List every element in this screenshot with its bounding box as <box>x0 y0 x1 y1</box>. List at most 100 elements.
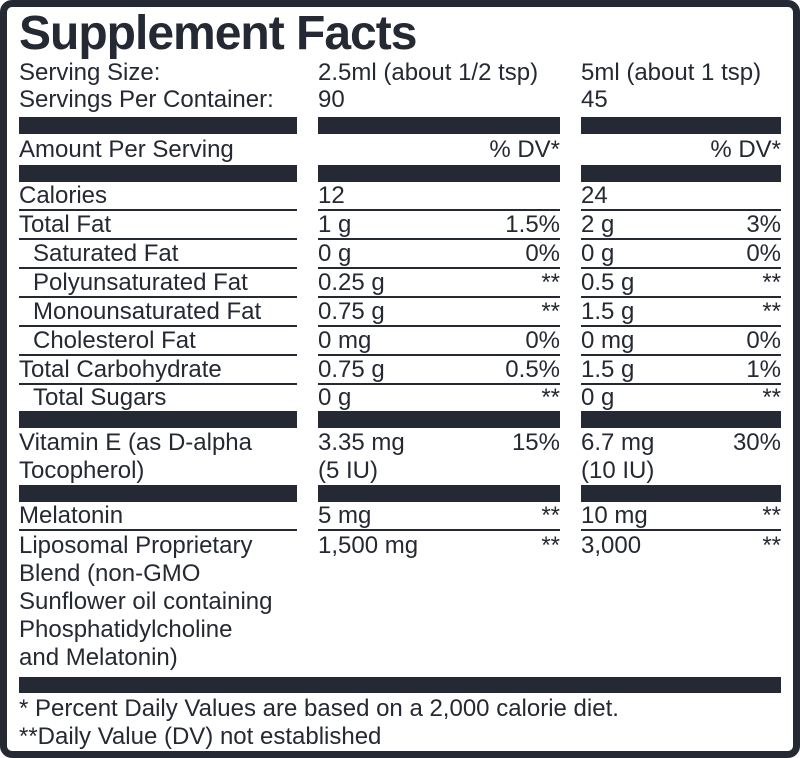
serving-size-col2: 2.5ml (about 1/2 tsp) <box>318 59 539 86</box>
amount-value: 3,000 <box>581 532 642 559</box>
table-row-polyunsaturated-fat: Polyunsaturated Fat 0.25 g ** 0.5 g ** <box>19 269 781 298</box>
amount-value: 3.35 mg <box>318 429 405 456</box>
footer-separator-bar <box>19 677 781 693</box>
amount-value: 0 g <box>318 384 352 411</box>
percent-dv-header-col3: % DV* <box>710 136 781 163</box>
separator-bar <box>581 117 781 134</box>
table-row-total-carbohydrate: Total Carbohydrate 0.75 g 0.5% 1.5 g 1% <box>19 356 781 385</box>
separator-bar <box>19 117 297 134</box>
dv-value: 0% <box>525 327 560 354</box>
nutrient-label: Saturated Fat <box>19 240 297 269</box>
nutrient-label: Total Carbohydrate <box>19 356 297 385</box>
separator-bar <box>581 485 781 502</box>
dv-value: 15% <box>511 429 560 456</box>
dv-value: 0% <box>746 240 781 267</box>
amount-value: 5 mg <box>318 502 372 529</box>
column-header-row: Amount Per Serving % DV* % DV* <box>19 134 781 165</box>
footnotes: * Percent Daily Values are based on a 2,… <box>19 693 781 751</box>
footnote-percent-dv: * Percent Daily Values are based on a 2,… <box>19 695 619 722</box>
separator-bar <box>19 411 297 428</box>
dv-value: ** <box>541 502 560 529</box>
serving-size-col3: 5ml (about 1 tsp) <box>581 59 762 86</box>
amount-value: 1.5 g <box>581 298 635 325</box>
dv-value: ** <box>541 269 560 296</box>
amount-value: 12 <box>318 182 345 209</box>
dv-value: 1% <box>746 356 781 383</box>
amount-value: 0 mg <box>318 327 372 354</box>
nutrient-label: Melatonin <box>19 502 297 531</box>
table-row-total-sugars: Total Sugars 0 g ** 0 g ** <box>19 385 781 411</box>
servings-per-container-row: Servings Per Container: 90 45 <box>19 86 781 113</box>
dv-value: ** <box>762 298 781 325</box>
nutrient-label: Calories <box>19 182 297 211</box>
table-row-melatonin: Melatonin 5 mg ** 10 mg ** <box>19 502 781 531</box>
amount-value: 1.5 g <box>581 356 635 383</box>
separator-bar <box>318 485 560 502</box>
separator-bar <box>581 165 781 182</box>
separator-bar-row <box>19 117 781 134</box>
nutrient-label-line4: Phosphatidylcholine <box>19 616 233 643</box>
nutrient-label-line1: Vitamin E (as D-alpha <box>19 429 252 456</box>
amount-value: 24 <box>581 182 608 209</box>
nutrient-label: Polyunsaturated Fat <box>19 269 297 298</box>
separator-bar-row <box>19 411 781 428</box>
nutrient-label: Cholesterol Fat <box>19 327 297 356</box>
separator-bar <box>581 411 781 428</box>
amount-value: 0 g <box>581 384 615 411</box>
amount-value: 1,500 mg <box>318 532 419 559</box>
separator-bar <box>318 165 560 182</box>
nutrient-label-line3: Sunflower oil containing <box>19 588 273 615</box>
separator-bar <box>318 411 560 428</box>
table-row-vitamin-e: Vitamin E (as D-alpha Tocopherol) 3.35 m… <box>19 428 781 485</box>
dv-value: ** <box>762 502 781 529</box>
serving-size-label: Serving Size: <box>19 59 161 86</box>
nutrient-label: Total Sugars <box>33 384 167 411</box>
nutrient-label: Monounsaturated Fat <box>19 298 297 327</box>
dv-value: 0% <box>525 240 560 267</box>
table-row-liposomal-blend: Liposomal Proprietary Blend (non-GMO Sun… <box>19 531 781 672</box>
nutrient-label-line2: Blend (non-GMO <box>19 560 201 587</box>
amount-value: 10 mg <box>581 502 648 529</box>
footnote-dv-not-established: **Daily Value (DV) not established <box>19 723 382 750</box>
table-row-calories: Calories 12 24 <box>19 182 781 211</box>
dv-value: 3% <box>746 211 781 238</box>
amount-value: 6.7 mg <box>581 429 655 456</box>
dv-value: ** <box>762 384 781 411</box>
table-row-monounsaturated-fat: Monounsaturated Fat 0.75 g ** 1.5 g ** <box>19 298 781 327</box>
dv-value: 0% <box>746 327 781 354</box>
table-row-saturated-fat: Saturated Fat 0 g 0% 0 g 0% <box>19 240 781 269</box>
amount-value: 0.75 g <box>318 356 385 383</box>
separator-bar-row <box>19 485 781 502</box>
dv-value: 0.5% <box>505 356 560 383</box>
nutrient-label: Total Fat <box>19 211 297 240</box>
nutrient-label-line2: Tocopherol) <box>19 457 145 484</box>
dv-value: 30% <box>732 429 781 456</box>
unit-value: (5 IU) <box>318 457 378 484</box>
servings-per-container-col3: 45 <box>581 86 608 113</box>
dv-value: ** <box>541 298 560 325</box>
separator-bar <box>318 117 560 134</box>
dv-value: ** <box>541 384 560 411</box>
servings-per-container-label: Servings Per Container: <box>19 86 274 113</box>
servings-per-container-col2: 90 <box>318 86 345 113</box>
separator-bar-row <box>19 165 781 182</box>
separator-bar <box>19 485 297 502</box>
amount-value: 0 g <box>318 240 352 267</box>
dv-value: ** <box>541 532 560 559</box>
table-row-total-fat: Total Fat 1 g 1.5% 2 g 3% <box>19 211 781 240</box>
amount-value: 0.25 g <box>318 269 385 296</box>
nutrient-label-line5: and Melatonin) <box>19 644 178 671</box>
unit-value: (10 IU) <box>581 457 655 484</box>
amount-per-serving-header: Amount Per Serving <box>19 136 234 163</box>
amount-value: 0 g <box>581 240 615 267</box>
table-row-cholesterol-fat: Cholesterol Fat 0 mg 0% 0 mg 0% <box>19 327 781 356</box>
serving-size-row: Serving Size: 2.5ml (about 1/2 tsp) 5ml … <box>19 59 781 86</box>
percent-dv-header-col2: % DV* <box>489 136 560 163</box>
separator-bar <box>19 165 297 182</box>
amount-value: 0.75 g <box>318 298 385 325</box>
dv-value: ** <box>762 532 781 559</box>
nutrient-label-line1: Liposomal Proprietary <box>19 532 253 559</box>
amount-value: 0.5 g <box>581 269 635 296</box>
amount-value: 0 mg <box>581 327 635 354</box>
